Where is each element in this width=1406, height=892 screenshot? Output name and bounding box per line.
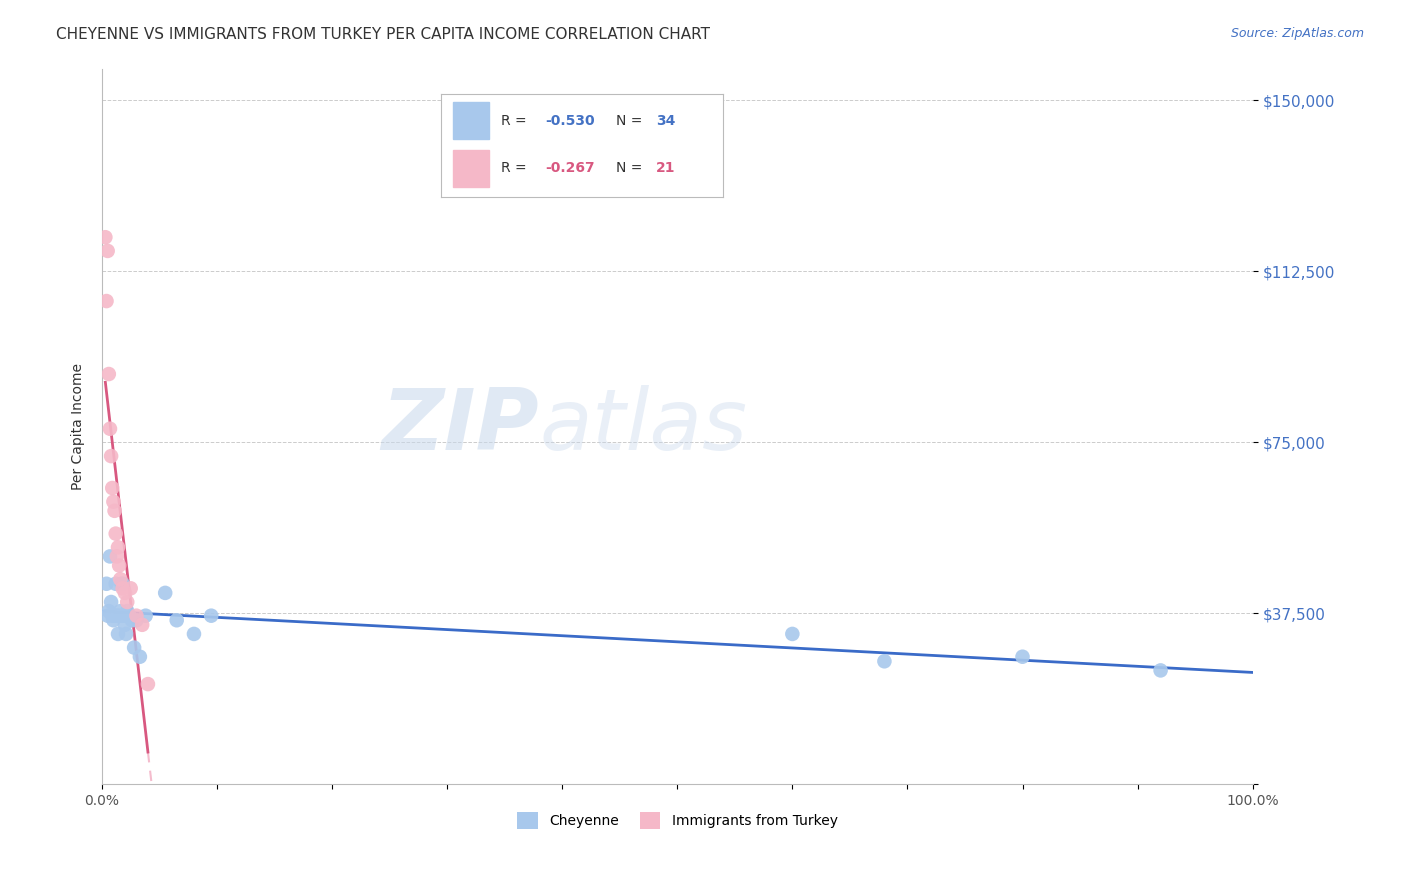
Point	[114, 586, 136, 600]
Point	[105, 549, 128, 564]
Point	[107, 627, 129, 641]
Point	[98, 422, 121, 436]
Point	[122, 640, 145, 655]
Point	[104, 576, 127, 591]
Point	[103, 613, 125, 627]
Point	[97, 608, 120, 623]
Point	[103, 608, 125, 623]
Point	[110, 576, 132, 591]
Point	[103, 494, 125, 508]
Point	[128, 649, 150, 664]
Point	[110, 572, 132, 586]
Y-axis label: Per Capita Income: Per Capita Income	[72, 363, 86, 490]
Point	[111, 576, 134, 591]
Point	[135, 608, 157, 623]
Point	[782, 627, 804, 641]
Point	[136, 677, 159, 691]
Point	[125, 608, 148, 623]
Point	[125, 613, 148, 627]
Text: ZIP: ZIP	[381, 385, 538, 468]
Point	[131, 617, 153, 632]
Point	[97, 244, 120, 258]
Point	[100, 449, 122, 463]
Point	[183, 627, 205, 641]
Point	[121, 613, 143, 627]
Point	[166, 613, 188, 627]
Text: atlas: atlas	[538, 385, 747, 468]
Text: Source: ZipAtlas.com: Source: ZipAtlas.com	[1230, 27, 1364, 40]
Point	[96, 294, 118, 309]
Point	[115, 627, 138, 641]
Point	[108, 558, 131, 573]
Point	[104, 526, 127, 541]
Point	[105, 608, 128, 623]
Point	[153, 586, 176, 600]
Point	[108, 608, 131, 623]
Point	[200, 608, 222, 623]
Point	[96, 576, 118, 591]
Point	[103, 504, 125, 518]
Text: CHEYENNE VS IMMIGRANTS FROM TURKEY PER CAPITA INCOME CORRELATION CHART: CHEYENNE VS IMMIGRANTS FROM TURKEY PER C…	[56, 27, 710, 42]
Point	[98, 549, 121, 564]
Point	[107, 541, 129, 555]
Point	[1149, 664, 1171, 678]
Point	[111, 608, 134, 623]
Point	[1011, 649, 1033, 664]
Point	[873, 654, 896, 668]
Point	[94, 230, 117, 244]
Point	[101, 608, 124, 623]
Point	[115, 595, 138, 609]
Point	[111, 582, 134, 596]
Point	[114, 617, 136, 632]
Point	[115, 604, 138, 618]
Point	[112, 608, 135, 623]
Point	[118, 608, 141, 623]
Point	[120, 582, 142, 596]
Point	[97, 604, 120, 618]
Point	[100, 595, 122, 609]
Point	[101, 481, 124, 495]
Point	[97, 367, 120, 381]
Legend: Cheyenne, Immigrants from Turkey: Cheyenne, Immigrants from Turkey	[512, 806, 844, 835]
Point	[110, 604, 132, 618]
